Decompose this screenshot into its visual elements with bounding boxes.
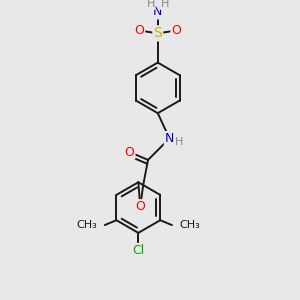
Text: H: H (147, 0, 155, 9)
Text: S: S (153, 26, 162, 40)
Text: O: O (135, 200, 145, 213)
Text: O: O (134, 24, 144, 37)
Text: CH₃: CH₃ (76, 220, 97, 230)
Text: H: H (175, 137, 183, 147)
Text: N: N (165, 132, 174, 145)
Text: O: O (171, 24, 181, 37)
Text: Cl: Cl (132, 244, 144, 257)
Text: CH₃: CH₃ (180, 220, 200, 230)
Text: H: H (160, 0, 169, 9)
Text: O: O (124, 146, 134, 159)
Text: N: N (153, 5, 163, 19)
